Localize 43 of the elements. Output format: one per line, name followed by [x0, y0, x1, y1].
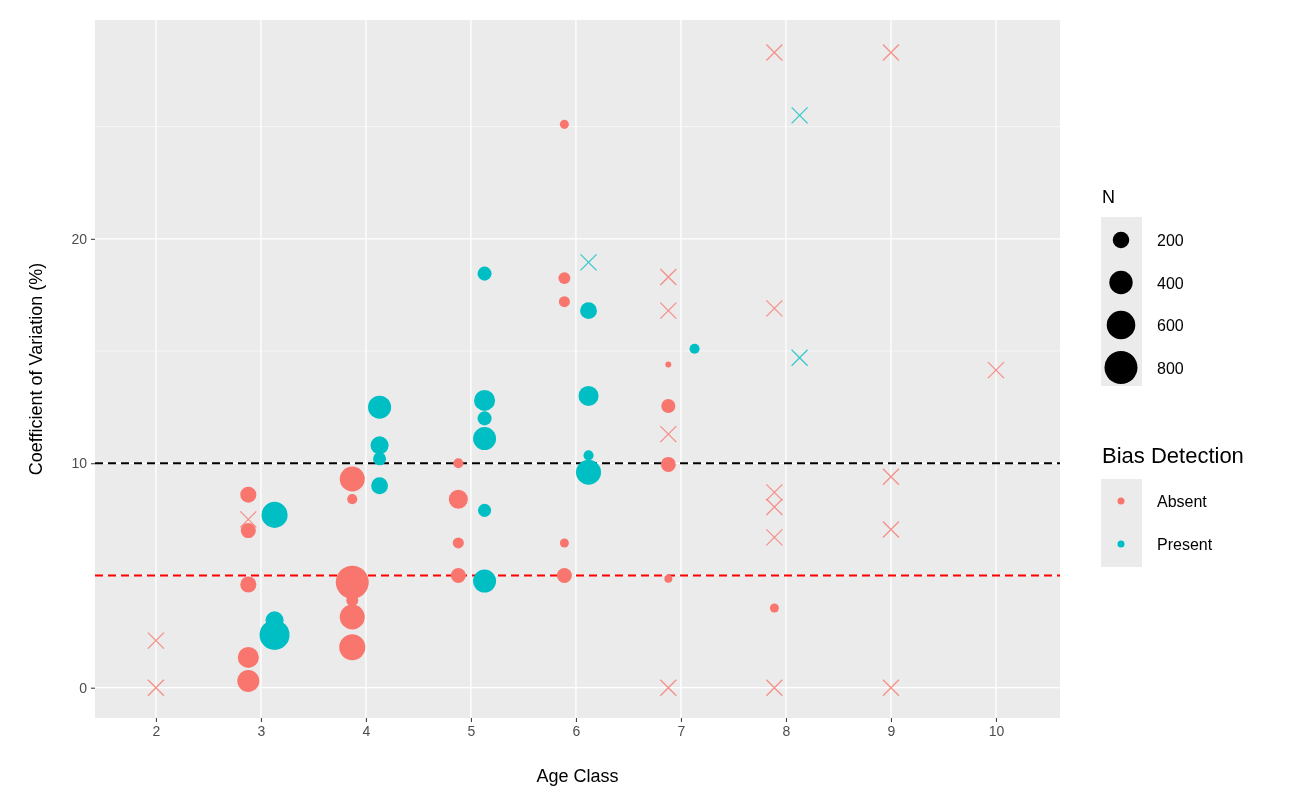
point [765, 483, 783, 502]
x-tick-label: 4 [362, 722, 371, 739]
legend-label: 400 [1157, 274, 1184, 292]
point [579, 253, 598, 271]
x-tick-label: 5 [467, 722, 476, 739]
point [765, 43, 783, 62]
x-tick-label: 8 [782, 722, 791, 739]
y-tick-label: 0 [79, 679, 88, 696]
legend-label: Present [1157, 536, 1213, 553]
y-tick-label: 10 [71, 455, 88, 472]
x-tick-label: 9 [887, 722, 896, 739]
point [987, 361, 1005, 379]
y-axis-title: Coefficient of Variation (%) [26, 262, 46, 476]
point [765, 498, 783, 516]
point [659, 268, 677, 286]
point [765, 528, 783, 546]
point [882, 43, 900, 62]
legend-title: Bias Detection [1102, 443, 1244, 468]
x-tick-label: 3 [257, 722, 266, 739]
x-tick-label: 10 [988, 722, 1005, 739]
point [882, 468, 900, 486]
point [659, 302, 677, 320]
point [882, 520, 900, 539]
point [882, 679, 900, 697]
point [790, 349, 809, 367]
legend-label: 600 [1157, 317, 1184, 334]
x-tick-label: 7 [677, 722, 686, 739]
point [659, 425, 677, 443]
legend-label: 800 [1157, 359, 1184, 377]
text: N [1102, 187, 1115, 207]
legend-label: Absent [1157, 493, 1208, 510]
x-tick-label: 2 [152, 722, 161, 739]
y-tick-label: 20 [71, 230, 88, 247]
point [239, 510, 257, 528]
x-tick-label: 6 [572, 722, 581, 739]
x-axis-title: Age Class [536, 766, 619, 786]
point [765, 299, 783, 317]
point [765, 679, 783, 697]
point [790, 106, 809, 124]
legend-label: 200 [1157, 232, 1184, 249]
point [659, 679, 677, 697]
point [147, 631, 165, 650]
point [147, 679, 165, 697]
